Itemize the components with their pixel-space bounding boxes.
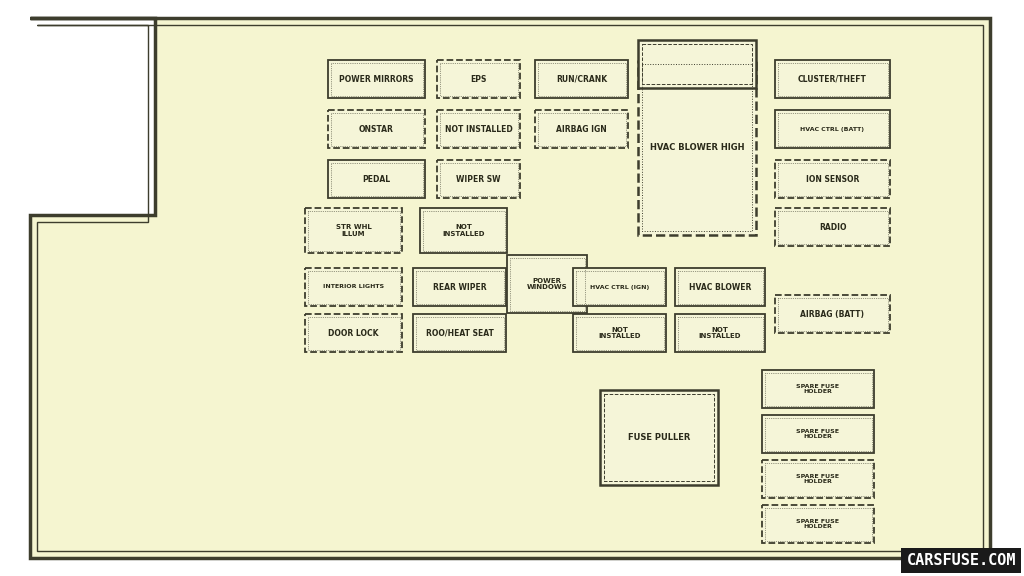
Text: EPS: EPS [470, 74, 486, 84]
Text: RUN/CRANK: RUN/CRANK [556, 74, 607, 84]
Text: SPARE FUSE
HOLDER: SPARE FUSE HOLDER [797, 474, 840, 484]
Text: NOT
INSTALLED: NOT INSTALLED [442, 224, 484, 237]
FancyBboxPatch shape [535, 60, 628, 98]
FancyBboxPatch shape [420, 208, 507, 253]
Text: HVAC BLOWER: HVAC BLOWER [689, 282, 752, 291]
FancyBboxPatch shape [762, 505, 874, 543]
FancyBboxPatch shape [775, 208, 890, 246]
Text: POWER MIRRORS: POWER MIRRORS [339, 74, 414, 84]
FancyBboxPatch shape [328, 60, 425, 98]
FancyBboxPatch shape [305, 314, 402, 352]
FancyBboxPatch shape [413, 314, 506, 352]
FancyBboxPatch shape [573, 268, 666, 306]
Text: ROO/HEAT SEAT: ROO/HEAT SEAT [426, 328, 494, 338]
FancyBboxPatch shape [328, 160, 425, 198]
FancyBboxPatch shape [675, 268, 765, 306]
Text: HVAC CTRL (BATT): HVAC CTRL (BATT) [801, 127, 864, 131]
FancyBboxPatch shape [600, 390, 718, 485]
FancyBboxPatch shape [638, 60, 756, 235]
FancyBboxPatch shape [638, 40, 756, 88]
Text: FUSE PULLER: FUSE PULLER [628, 433, 690, 442]
FancyBboxPatch shape [328, 110, 425, 148]
FancyBboxPatch shape [305, 208, 402, 253]
Text: SPARE FUSE
HOLDER: SPARE FUSE HOLDER [797, 429, 840, 439]
FancyBboxPatch shape [573, 314, 666, 352]
Text: SPARE FUSE
HOLDER: SPARE FUSE HOLDER [797, 519, 840, 529]
Text: CLUSTER/THEFT: CLUSTER/THEFT [798, 74, 867, 84]
Text: POWER
WINDOWS: POWER WINDOWS [526, 278, 567, 290]
Text: HVAC BLOWER HIGH: HVAC BLOWER HIGH [650, 143, 744, 152]
Text: REAR WIPER: REAR WIPER [433, 282, 486, 291]
FancyBboxPatch shape [675, 314, 765, 352]
Polygon shape [30, 18, 990, 558]
FancyBboxPatch shape [775, 295, 890, 333]
Text: NOT
INSTALLED: NOT INSTALLED [698, 327, 741, 339]
Text: HVAC CTRL (IGN): HVAC CTRL (IGN) [590, 285, 649, 290]
FancyBboxPatch shape [762, 460, 874, 498]
Text: WIPER SW: WIPER SW [457, 175, 501, 184]
FancyBboxPatch shape [413, 268, 506, 306]
FancyBboxPatch shape [437, 160, 520, 198]
Text: NOT
INSTALLED: NOT INSTALLED [598, 327, 641, 339]
FancyBboxPatch shape [775, 60, 890, 98]
FancyBboxPatch shape [762, 415, 874, 453]
FancyBboxPatch shape [437, 110, 520, 148]
FancyBboxPatch shape [762, 370, 874, 408]
Text: RADIO: RADIO [819, 222, 846, 232]
FancyBboxPatch shape [305, 268, 402, 306]
FancyBboxPatch shape [775, 110, 890, 148]
Text: SPARE FUSE
HOLDER: SPARE FUSE HOLDER [797, 384, 840, 394]
Text: DOOR LOCK: DOOR LOCK [329, 328, 379, 338]
Text: AIRBAG IGN: AIRBAG IGN [556, 124, 607, 134]
Text: INTERIOR LIGHTS: INTERIOR LIGHTS [323, 285, 384, 290]
Text: CARSFUSE.COM: CARSFUSE.COM [906, 553, 1016, 568]
FancyBboxPatch shape [437, 60, 520, 98]
FancyBboxPatch shape [507, 255, 587, 313]
Text: ONSTAR: ONSTAR [359, 124, 394, 134]
Text: ION SENSOR: ION SENSOR [806, 175, 859, 184]
FancyBboxPatch shape [775, 160, 890, 198]
Text: AIRBAG (BATT): AIRBAG (BATT) [801, 309, 864, 319]
Text: NOT INSTALLED: NOT INSTALLED [444, 124, 512, 134]
Text: PEDAL: PEDAL [362, 175, 390, 184]
FancyBboxPatch shape [535, 110, 628, 148]
Text: STR WHL
ILLUM: STR WHL ILLUM [336, 224, 372, 237]
